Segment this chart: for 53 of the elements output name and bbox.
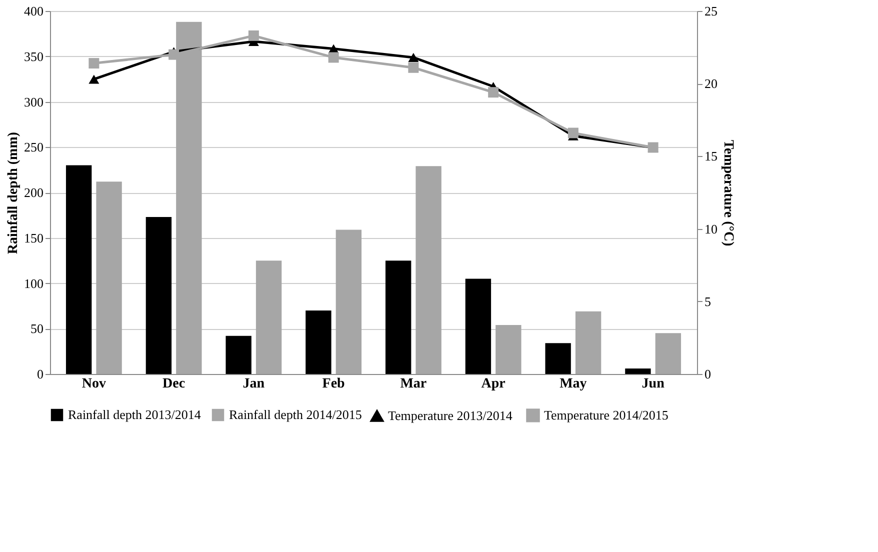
- x-tick-label: Nov: [82, 376, 106, 392]
- bar: [66, 165, 92, 374]
- y2-tick-label: 10: [704, 221, 718, 236]
- y-tick-label: 150: [24, 230, 44, 246]
- bar: [385, 260, 412, 374]
- y-tick-label: 50: [30, 321, 44, 336]
- bar: [655, 333, 682, 374]
- x-tick-label: Jan: [242, 376, 265, 392]
- point: [168, 49, 180, 60]
- point: [408, 52, 419, 62]
- bar: [545, 343, 571, 374]
- bar: [256, 260, 282, 374]
- bar: [146, 217, 172, 374]
- x-tick-label: Dec: [162, 376, 186, 392]
- bar: [226, 336, 252, 374]
- x-tick-label: Mar: [400, 376, 427, 392]
- bar: [96, 182, 122, 374]
- point: [568, 128, 578, 138]
- y2-tick-label: 0: [704, 366, 711, 382]
- bar: [575, 311, 602, 374]
- x-tick-label: May: [560, 376, 587, 392]
- point: [328, 52, 339, 63]
- x-tick-label: Apr: [481, 376, 506, 392]
- y-tick-label: 350: [24, 48, 44, 64]
- y2-axis-title: Temperature (°C): [720, 140, 736, 246]
- point: [408, 62, 419, 73]
- x-tick-label: Jun: [642, 376, 665, 392]
- bar: [465, 278, 492, 374]
- y2-tick-label: 5: [704, 294, 711, 309]
- y-tick-label: 400: [24, 4, 44, 18]
- y2-tick-label: 25: [704, 4, 718, 18]
- bar: [306, 310, 332, 374]
- point: [88, 74, 100, 84]
- legend-label: Rainfall depth 2014/2015: [229, 407, 362, 422]
- y-tick-label: 200: [24, 185, 44, 200]
- y-tick-label: 100: [24, 276, 44, 291]
- bar: [336, 230, 362, 374]
- point: [248, 30, 259, 41]
- y-axis-title: Rainfall depth (mm): [6, 132, 21, 254]
- point: [488, 87, 499, 98]
- bar: [416, 166, 442, 374]
- y2-tick-label: 15: [704, 148, 718, 164]
- y-tick-label: 300: [24, 94, 44, 110]
- y-tick-label: 0: [37, 366, 44, 382]
- bar: [625, 368, 651, 374]
- legend-label: Temperature 2014/2015: [544, 407, 668, 422]
- legend-label: Rainfall depth 2013/2014: [68, 407, 202, 422]
- y-tick-label: 250: [24, 140, 44, 155]
- x-tick-label: Feb: [322, 376, 346, 392]
- y2-tick-label: 20: [704, 76, 718, 92]
- bar: [496, 324, 522, 374]
- legend-label: Temperature 2013/2014: [388, 408, 513, 423]
- point: [88, 58, 100, 69]
